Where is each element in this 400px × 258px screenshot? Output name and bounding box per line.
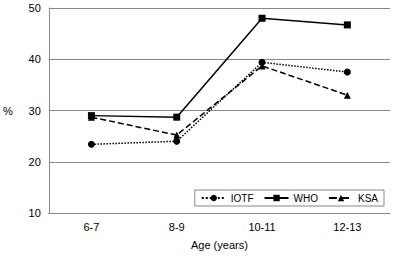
svg-text:40: 40: [29, 53, 41, 65]
svg-text:30: 30: [29, 105, 41, 117]
svg-text:WHO: WHO: [294, 193, 319, 204]
svg-text:8-9: 8-9: [169, 221, 185, 233]
svg-text:Age (years): Age (years): [191, 239, 248, 251]
svg-text:12-13: 12-13: [333, 221, 361, 233]
svg-text:10-11: 10-11: [248, 221, 275, 233]
svg-text:IOTF: IOTF: [231, 193, 254, 204]
svg-text:20: 20: [29, 156, 41, 168]
svg-text:10: 10: [29, 207, 41, 219]
svg-text:KSA: KSA: [358, 193, 378, 204]
svg-text:%: %: [3, 105, 13, 117]
svg-text:6-7: 6-7: [83, 221, 99, 233]
svg-text:50: 50: [29, 2, 41, 14]
